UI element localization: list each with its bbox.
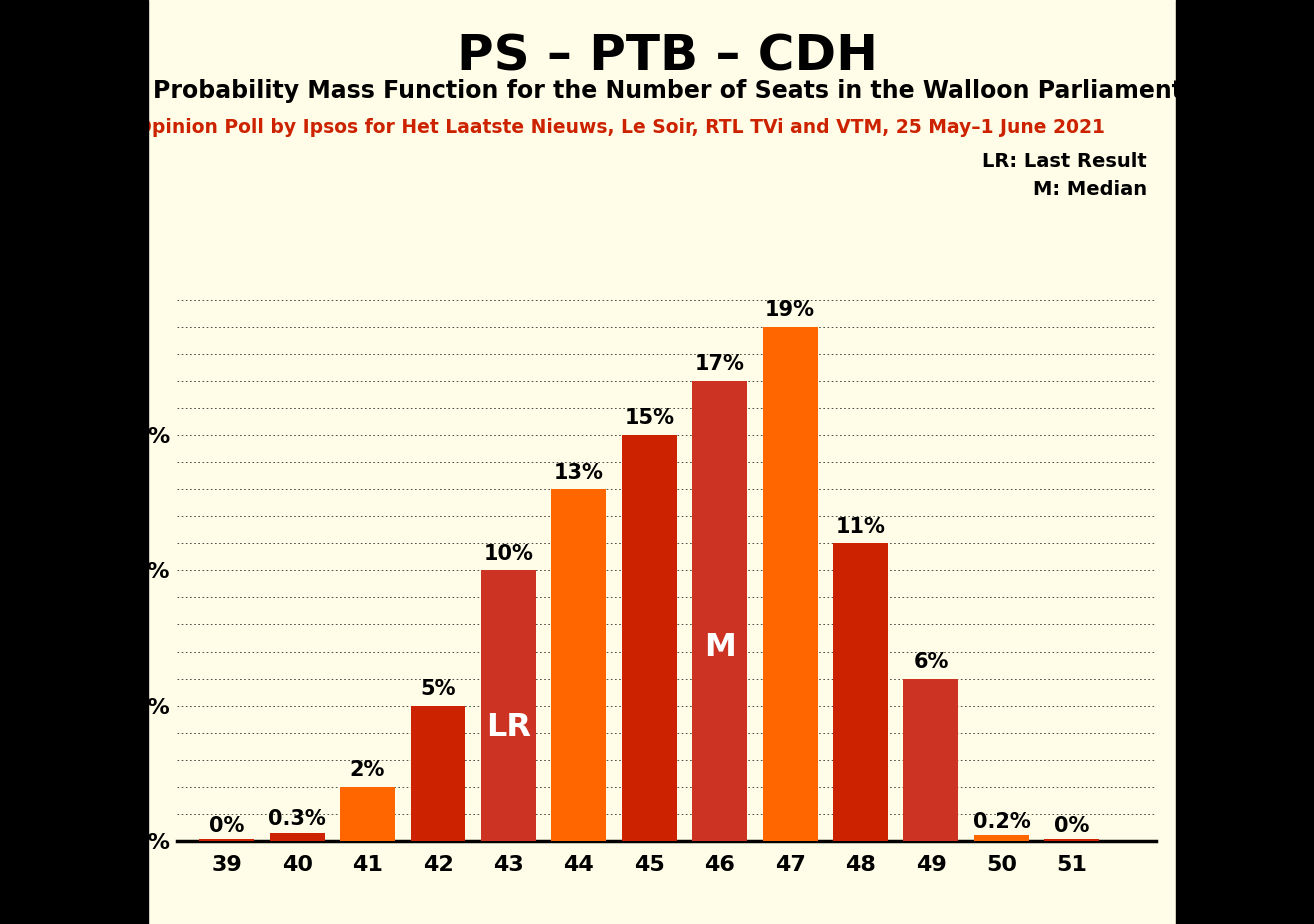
Text: 6%: 6%: [913, 651, 949, 672]
Bar: [692, 381, 748, 841]
Bar: [481, 570, 536, 841]
Text: Probability Mass Function for the Number of Seats in the Walloon Parliament: Probability Mass Function for the Number…: [152, 79, 1183, 103]
Text: 0%: 0%: [1054, 816, 1089, 836]
Text: Based on an Opinion Poll by Ipsos for Het Laatste Nieuws, Le Soir, RTL TVi and V: Based on an Opinion Poll by Ipsos for He…: [0, 118, 1105, 138]
Bar: [200, 840, 254, 841]
Text: 0.3%: 0.3%: [268, 809, 326, 830]
Text: 11%: 11%: [836, 517, 886, 537]
Bar: [622, 435, 677, 841]
Text: PS – PTB – CDH: PS – PTB – CDH: [457, 32, 878, 80]
Text: 0.2%: 0.2%: [972, 812, 1030, 833]
Text: LR: Last Result: LR: Last Result: [983, 152, 1147, 172]
Text: 0%: 0%: [209, 816, 244, 836]
Text: 15%: 15%: [624, 408, 674, 429]
Text: 13%: 13%: [555, 463, 603, 482]
Bar: [904, 678, 958, 841]
Text: 17%: 17%: [695, 354, 745, 374]
Text: 10%: 10%: [484, 543, 533, 564]
Text: 2%: 2%: [350, 760, 385, 780]
Text: M: Median: M: Median: [1033, 180, 1147, 200]
Bar: [410, 706, 465, 841]
Text: LR: LR: [486, 711, 531, 743]
Bar: [552, 490, 606, 841]
Text: © 2021 Filip van Laenen: © 2021 Filip van Laenen: [1293, 390, 1306, 534]
Text: 19%: 19%: [765, 300, 815, 321]
Bar: [269, 833, 325, 841]
Bar: [340, 786, 396, 841]
Bar: [833, 543, 888, 841]
Bar: [762, 327, 817, 841]
Text: M: M: [704, 632, 736, 663]
Bar: [974, 835, 1029, 841]
Text: 5%: 5%: [420, 679, 456, 699]
Bar: [1045, 840, 1100, 841]
